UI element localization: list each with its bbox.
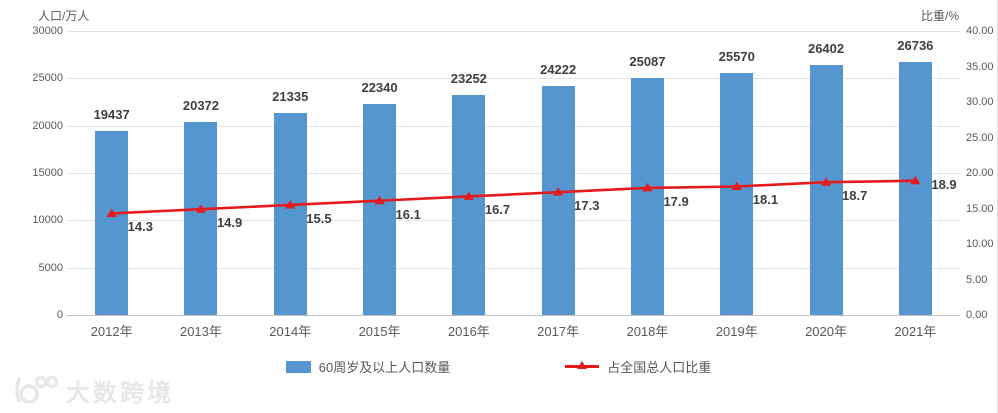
gridline (67, 31, 960, 32)
x-axis-line (67, 315, 960, 316)
x-tick-label: 2013年 (179, 324, 222, 339)
bar-value-label: 25570 (718, 48, 755, 64)
y-tick-label-right: 0.00 (966, 309, 988, 321)
line-value-label: 14.3 (127, 219, 153, 235)
y-tick-label-right: 10.00 (966, 238, 994, 250)
x-tick-label: 2021年 (894, 324, 937, 339)
bar (809, 65, 843, 315)
x-tick-label: 2014年 (269, 324, 312, 339)
line-value-label: 16.7 (484, 202, 511, 218)
watermark-logo-icon (15, 375, 59, 404)
y-tick-label-left: 0 (56, 309, 63, 321)
left-axis-title: 人口/万人 (38, 9, 90, 23)
bar-value-label: 26736 (897, 37, 934, 53)
bar-series-swatch-icon (285, 360, 311, 373)
line-value-label: 17.3 (574, 198, 600, 214)
y-tick-label-left: 25000 (32, 72, 63, 85)
bar (541, 85, 575, 315)
y-tick-label-left: 10000 (32, 214, 63, 227)
bar-value-label: 21335 (272, 89, 309, 105)
bar-value-label: 23252 (450, 70, 487, 86)
y-tick-label-right: 40.00 (966, 25, 994, 37)
bar (95, 130, 129, 315)
bar-value-label: 25087 (629, 53, 666, 69)
right-axis-title: 比重/% (921, 9, 960, 23)
line-value-label: 18.7 (842, 188, 868, 204)
y-tick-label-right: 35.00 (966, 60, 994, 73)
line-value-label: 16.1 (395, 206, 421, 222)
x-tick-label: 2019年 (715, 324, 758, 339)
y-tick-label-left: 30000 (32, 25, 63, 37)
bar-value-label: 19437 (93, 106, 130, 122)
watermark-text: 大数跨境 (66, 379, 174, 407)
legend-label-line-series: 占全国总人口比重 (607, 360, 712, 375)
x-tick-label: 2015年 (358, 324, 401, 339)
bar-value-label: 26402 (807, 41, 845, 57)
bar-value-label: 22340 (361, 79, 398, 95)
line-value-label: 14.9 (216, 215, 243, 231)
bar (184, 122, 218, 315)
y-tick-label-right: 25.00 (966, 131, 994, 144)
bar (363, 103, 397, 315)
y-tick-label-right: 30.00 (966, 96, 994, 108)
gridline (67, 173, 960, 174)
bar (720, 72, 754, 315)
bar-value-label: 24222 (540, 61, 577, 77)
line-path (111, 179, 916, 215)
x-tick-label: 2020年 (805, 324, 847, 339)
y-tick-label-left: 5000 (38, 261, 63, 274)
line-value-label: 18.1 (752, 192, 779, 208)
watermark: 大数跨境 (10, 372, 174, 408)
legend: 60周岁及以上人口数量 占全国总人口比重 (0, 357, 997, 376)
y-tick-label-right: 5.00 (966, 273, 988, 286)
bar (898, 61, 932, 315)
legend-item-line-series: 占全国总人口比重 (565, 357, 711, 376)
bar (630, 77, 664, 315)
line-value-label: 17.9 (663, 193, 689, 209)
x-tick-label: 2018年 (626, 324, 669, 339)
line-series-marker-icon (565, 361, 600, 369)
gridline (67, 78, 960, 80)
y-tick-label-left: 15000 (32, 167, 63, 179)
bar (452, 94, 486, 315)
x-tick-label: 2012年 (90, 324, 133, 339)
gridline (67, 125, 960, 127)
bar-value-label: 20372 (182, 98, 220, 114)
line-value-label: 15.5 (306, 210, 332, 226)
legend-item-bar-series: 60周岁及以上人口数量 (285, 357, 451, 376)
bar (273, 113, 307, 315)
legend-label-bar-series: 60周岁及以上人口数量 (318, 360, 451, 375)
y-tick-label-right: 15.00 (966, 202, 994, 215)
gridline (67, 267, 960, 269)
line-value-label: 18.9 (931, 176, 957, 192)
x-tick-label: 2016年 (447, 324, 490, 339)
y-tick-label-left: 20000 (32, 119, 63, 132)
y-tick-label-right: 20.00 (966, 167, 994, 179)
x-tick-label: 2017年 (537, 324, 580, 339)
gridline (67, 220, 960, 222)
